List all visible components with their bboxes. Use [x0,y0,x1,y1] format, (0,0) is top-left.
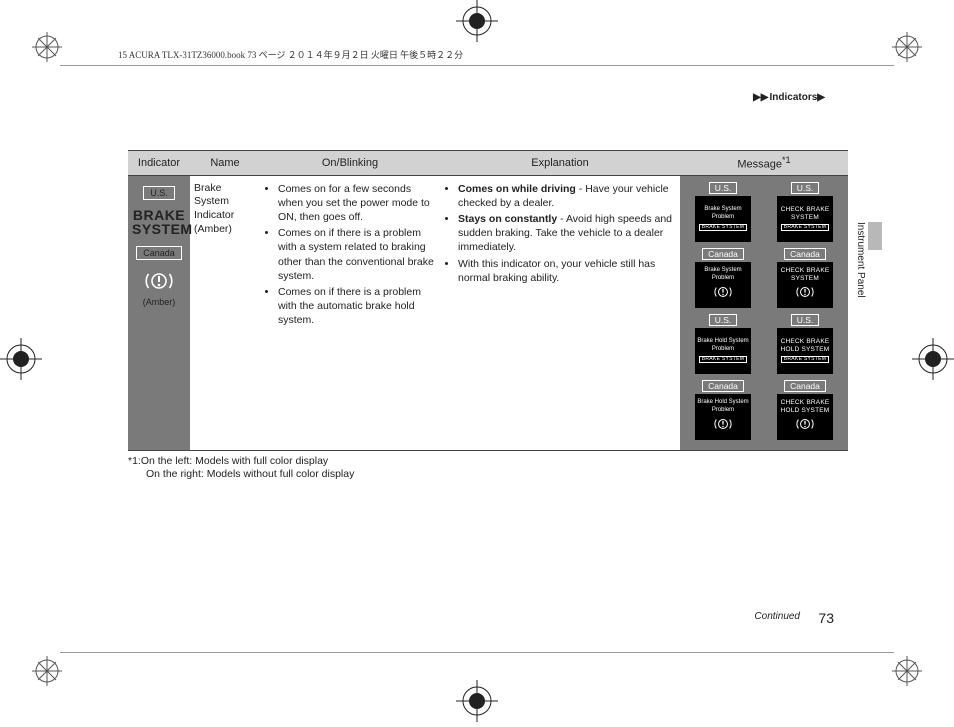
brake-warning-icon [145,270,173,295]
list-item: Comes on if there is a problem with the … [278,285,436,328]
col-explanation: Explanation [440,151,680,176]
message-stack: Canada Brake Hold SystemProblem [684,380,762,444]
message-panel: Brake Hold SystemProblemBRAKE SYSTEM [695,328,751,374]
list-item: Comes on for a few seconds when you set … [278,182,436,225]
indicator-name: Brake System Indicator (Amber) [190,175,260,450]
message-panel: Brake SystemProblemBRAKE SYSTEM [695,196,751,242]
region-badge: U.S. [791,314,820,326]
chevron-right-icon: ▶▶ [753,92,768,103]
region-badge: Canada [784,248,826,260]
book-header: 15 ACURA TLX-31TZ36000.book 73 ページ ２０１４年… [118,48,463,61]
indicators-table: Indicator Name On/Blinking Explanation M… [128,150,848,451]
region-badge: U.S. [709,182,738,194]
breadcrumb-label: Indicators [770,92,818,103]
region-badge: U.S. [791,182,820,194]
crop-mark-icon [892,32,922,62]
explanation-cell: Comes on while driving - Have your vehic… [440,175,680,450]
col-name: Name [190,151,260,176]
message-stack: Canada CHECK BRAKE SYSTEM [766,248,844,312]
message-panel: CHECK BRAKE HOLD SYSTEM [777,394,833,440]
brake-warning-icon [714,415,732,434]
amber-label: (Amber) [132,297,186,307]
message-stack: U.S. CHECK BRAKE HOLD SYSTEMBRAKE SYSTEM [766,314,844,378]
brake-system-tag-icon: BRAKE SYSTEM [781,224,830,232]
message-stack: Canada CHECK BRAKE HOLD SYSTEM [766,380,844,444]
col-on-blinking: On/Blinking [260,151,440,176]
crop-mark-icon [32,656,62,686]
message-stack: U.S. Brake Hold SystemProblemBRAKE SYSTEM [684,314,762,378]
chevron-right-icon: ▶ [817,92,825,103]
page-number: 73 [818,610,834,626]
region-badge: Canada [784,380,826,392]
region-badge-canada: Canada [136,246,182,260]
region-badge: Canada [702,380,744,392]
message-panel: CHECK BRAKE HOLD SYSTEMBRAKE SYSTEM [777,328,833,374]
list-item: Stays on constantly - Avoid high speeds … [458,212,676,255]
message-panel: CHECK BRAKE SYSTEM [777,262,833,308]
region-badge: U.S. [709,314,738,326]
region-badge-us: U.S. [143,186,175,200]
message-stack: Canada Brake SystemProblem [684,248,762,312]
brake-system-tag-icon: BRAKE SYSTEM [699,356,748,364]
message-cell: U.S.Brake SystemProblemBRAKE SYSTEMU.S.C… [680,175,848,450]
brake-system-tag-icon: BRAKE SYSTEM [699,224,748,232]
breadcrumb: ▶▶Indicators▶ [753,92,826,103]
list-item: Comes on while driving - Have your vehic… [458,182,676,210]
table-header-row: Indicator Name On/Blinking Explanation M… [128,151,848,176]
footnote: *1:On the left: Models with full color d… [128,455,848,482]
registration-mark-icon [0,338,42,380]
brake-warning-icon [796,283,814,302]
brake-warning-icon [796,415,814,434]
brake-system-text-icon: BRAKE SYSTEM [132,208,186,236]
col-indicator: Indicator [128,151,190,176]
on-blinking-cell: Comes on for a few seconds when you set … [260,175,440,450]
message-panel: Brake Hold SystemProblem [695,394,751,440]
region-badge: Canada [702,248,744,260]
brake-warning-icon [714,283,732,302]
col-message: Message*1 [680,151,848,176]
indicator-cell: U.S. BRAKE SYSTEM Canada (Amber) [128,175,190,450]
section-tab-marker [868,222,882,250]
registration-mark-icon [912,338,954,380]
section-tab-label: Instrument Panel [854,222,866,362]
list-item: Comes on if there is a problem with a sy… [278,226,436,283]
registration-mark-icon [456,680,498,722]
crop-mark-icon [32,32,62,62]
registration-mark-icon [456,0,498,42]
message-stack: U.S. CHECK BRAKE SYSTEMBRAKE SYSTEM [766,182,844,246]
message-panel: Brake SystemProblem [695,262,751,308]
brake-system-tag-icon: BRAKE SYSTEM [781,356,830,364]
crop-mark-icon [892,656,922,686]
message-panel: CHECK BRAKE SYSTEMBRAKE SYSTEM [777,196,833,242]
table-row: U.S. BRAKE SYSTEM Canada (Amber) Brake S… [128,175,848,450]
list-item: With this indicator on, your vehicle sti… [458,257,676,285]
continued-label: Continued [754,611,800,622]
message-stack: U.S. Brake SystemProblemBRAKE SYSTEM [684,182,762,246]
